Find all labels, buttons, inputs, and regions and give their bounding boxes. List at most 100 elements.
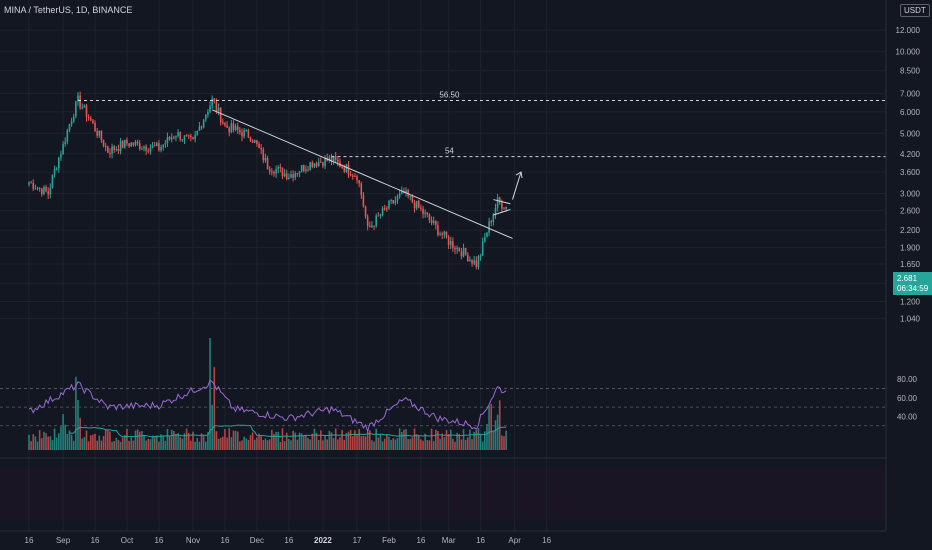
volume-bar	[479, 433, 482, 450]
candle	[449, 236, 452, 250]
volume-bar	[209, 338, 211, 450]
volume-bar	[111, 441, 113, 450]
volume-bar	[396, 438, 399, 450]
volume-bar	[34, 436, 37, 450]
price-candles[interactable]	[28, 91, 507, 270]
volume-bar	[194, 441, 196, 450]
candle-body	[454, 248, 456, 250]
volume-bar	[153, 436, 156, 450]
candle	[475, 256, 478, 270]
volume-bar	[458, 433, 461, 450]
candle	[273, 170, 275, 177]
volume-bar	[388, 436, 390, 450]
volume-bar	[298, 432, 301, 450]
horizontal-levels[interactable]: 56.50 54	[77, 91, 886, 158]
candle-body	[271, 171, 273, 173]
candle	[143, 145, 145, 152]
volume-bar	[262, 439, 265, 450]
volume-bar	[115, 437, 118, 450]
candle-body	[245, 129, 248, 131]
volume-bar	[469, 429, 471, 450]
candle-body	[377, 215, 380, 217]
candle-body	[375, 215, 377, 227]
candle	[158, 139, 160, 152]
volume-bar	[268, 439, 271, 450]
time-tick-label: 17	[353, 536, 362, 545]
volume-bar	[100, 440, 103, 450]
candle	[258, 141, 260, 149]
candle-body	[324, 157, 326, 167]
candle-body	[200, 126, 203, 128]
volume-bar	[277, 431, 280, 450]
candle-body	[119, 141, 122, 152]
candle	[251, 139, 254, 144]
volume-bar	[484, 431, 486, 450]
candle-body	[211, 98, 213, 106]
candle	[311, 160, 314, 169]
volume-bar	[405, 429, 407, 450]
candle	[64, 137, 67, 147]
candle-body	[202, 119, 205, 128]
volume-bar	[85, 430, 88, 450]
volume-bar	[196, 437, 199, 450]
candle-body	[196, 130, 199, 135]
candle-body	[89, 118, 92, 121]
volume-bar	[492, 431, 495, 450]
volume-bar	[138, 431, 141, 450]
candle	[196, 130, 199, 136]
volume-bar	[190, 440, 192, 450]
candle-body	[175, 136, 177, 138]
candle	[256, 139, 258, 147]
trend-drawings[interactable]	[211, 109, 523, 239]
candle-body	[341, 167, 343, 169]
descending-trendline	[211, 109, 513, 239]
candle-body	[307, 169, 309, 171]
time-axis[interactable]: 16 Sep 16 Oct 16 Nov 16 Dec 16 2022 17 Feb 16 Mar 16 Ap…	[25, 536, 552, 545]
price-tick-label: 4.200	[900, 150, 921, 159]
candle-body	[177, 131, 179, 137]
candle	[452, 237, 454, 252]
volume-bar	[296, 439, 299, 450]
candle	[232, 120, 235, 133]
volume-bar	[164, 440, 167, 450]
candle	[253, 139, 256, 144]
candle	[222, 118, 224, 125]
candle-body	[234, 126, 237, 130]
candle-body	[435, 220, 437, 226]
candle	[484, 233, 486, 243]
volume-bar	[32, 434, 35, 450]
volume-bar	[136, 429, 139, 450]
candle-body	[100, 130, 103, 140]
candle	[435, 220, 437, 230]
candle-body	[437, 225, 439, 235]
candle	[245, 129, 248, 132]
volume-bar	[192, 431, 194, 450]
volume-bar	[460, 439, 463, 450]
candle-body	[213, 98, 216, 102]
candle-body	[309, 162, 311, 171]
volume-bar	[151, 435, 154, 450]
volume-bar	[445, 429, 448, 450]
time-tick-label: Nov	[186, 536, 200, 545]
candle	[281, 167, 284, 180]
candle	[104, 142, 107, 152]
candle-body	[204, 114, 207, 120]
candle-body	[228, 127, 231, 133]
volume-bar	[345, 433, 348, 450]
currency-badge[interactable]: USDT	[900, 4, 930, 17]
candle	[383, 204, 386, 211]
candle	[288, 173, 290, 180]
candle	[300, 165, 303, 173]
time-tick-label: 16	[284, 536, 293, 545]
candle	[94, 120, 96, 133]
candle	[360, 181, 363, 199]
candle	[473, 255, 475, 266]
candle-body	[226, 125, 228, 128]
volume-bar	[488, 405, 490, 450]
volume-bar	[317, 439, 320, 450]
volume-bar	[311, 433, 314, 450]
candle	[147, 148, 150, 154]
candle-body	[115, 149, 118, 151]
candle-body	[351, 175, 354, 177]
